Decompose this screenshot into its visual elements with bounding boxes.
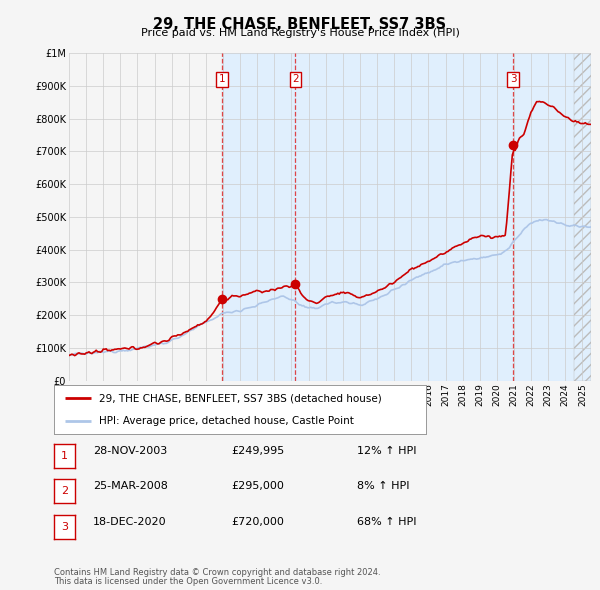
Text: 2: 2: [292, 74, 299, 84]
Bar: [574, 53, 591, 381]
Bar: [295, 53, 591, 381]
Text: 3: 3: [510, 74, 517, 84]
Text: 1: 1: [218, 74, 225, 84]
Bar: [221, 53, 295, 381]
Text: 29, THE CHASE, BENFLEET, SS7 3BS (detached house): 29, THE CHASE, BENFLEET, SS7 3BS (detach…: [98, 394, 382, 404]
Text: 18-DEC-2020: 18-DEC-2020: [93, 517, 167, 526]
Text: HPI: Average price, detached house, Castle Point: HPI: Average price, detached house, Cast…: [98, 415, 353, 425]
Text: £720,000: £720,000: [231, 517, 284, 526]
Text: Price paid vs. HM Land Registry's House Price Index (HPI): Price paid vs. HM Land Registry's House …: [140, 28, 460, 38]
Text: £249,995: £249,995: [231, 446, 284, 455]
Text: Contains HM Land Registry data © Crown copyright and database right 2024.: Contains HM Land Registry data © Crown c…: [54, 568, 380, 577]
Text: 68% ↑ HPI: 68% ↑ HPI: [357, 517, 416, 526]
Text: 25-MAR-2008: 25-MAR-2008: [93, 481, 168, 491]
Text: 28-NOV-2003: 28-NOV-2003: [93, 446, 167, 455]
Text: 2: 2: [61, 486, 68, 496]
Text: 12% ↑ HPI: 12% ↑ HPI: [357, 446, 416, 455]
Text: 29, THE CHASE, BENFLEET, SS7 3BS: 29, THE CHASE, BENFLEET, SS7 3BS: [154, 17, 446, 31]
Text: This data is licensed under the Open Government Licence v3.0.: This data is licensed under the Open Gov…: [54, 577, 322, 586]
Text: £295,000: £295,000: [231, 481, 284, 491]
Bar: [574, 53, 591, 381]
Text: 3: 3: [61, 522, 68, 532]
Text: 8% ↑ HPI: 8% ↑ HPI: [357, 481, 409, 491]
Text: 1: 1: [61, 451, 68, 461]
